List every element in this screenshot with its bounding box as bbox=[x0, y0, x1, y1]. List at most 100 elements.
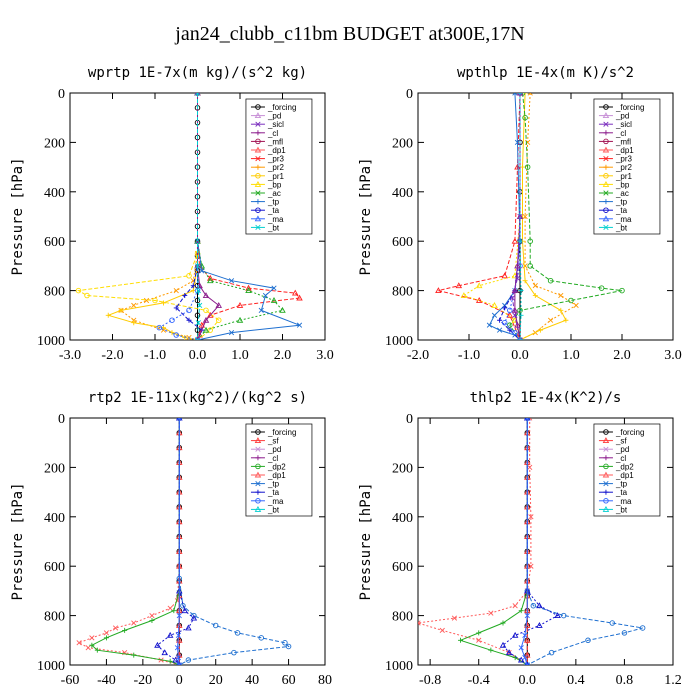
bt-point bbox=[518, 312, 524, 318]
legend-bp-point bbox=[254, 180, 262, 187]
series-line bbox=[197, 93, 201, 340]
pr1-point bbox=[105, 312, 111, 318]
bt-point bbox=[194, 337, 201, 340]
sicl-point bbox=[517, 337, 523, 340]
legend-bp-point bbox=[602, 180, 610, 187]
series-line bbox=[519, 93, 567, 340]
dp2-point bbox=[149, 618, 155, 624]
y-axis-label: Pressure [hPa] bbox=[10, 482, 26, 600]
pr3-point bbox=[501, 272, 508, 279]
y-tick-label: 1000 bbox=[385, 659, 413, 674]
dp1-point bbox=[131, 620, 137, 626]
tp-point bbox=[585, 637, 591, 644]
pr2-point bbox=[173, 287, 179, 294]
legend-box bbox=[245, 98, 313, 235]
y-tick-label: 400 bbox=[392, 511, 413, 526]
series-line bbox=[197, 93, 300, 340]
series-line bbox=[77, 418, 180, 665]
series-line bbox=[462, 93, 521, 340]
legend-bt-point bbox=[254, 505, 262, 512]
legend-label: _sf bbox=[615, 437, 627, 446]
tp-point bbox=[234, 630, 241, 636]
series-line bbox=[488, 93, 521, 340]
series-dp1 bbox=[418, 418, 534, 665]
x-tick-label: 3.0 bbox=[664, 348, 682, 363]
ma-point bbox=[176, 662, 182, 665]
legend-dp1-point bbox=[254, 471, 262, 478]
series-line bbox=[418, 418, 532, 665]
dp1-point bbox=[512, 603, 518, 609]
y-tick-label: 1000 bbox=[37, 334, 65, 349]
series-dp2 bbox=[89, 418, 182, 665]
legend-label: _ma bbox=[615, 215, 632, 224]
dp2-point bbox=[103, 635, 109, 641]
legend-label: _pr2 bbox=[267, 163, 285, 172]
legend-dp1-point bbox=[602, 471, 610, 478]
tp-point bbox=[228, 278, 235, 284]
y-axis-label: Pressure [hPa] bbox=[358, 482, 374, 600]
ma-point bbox=[518, 645, 524, 651]
pr3-point bbox=[455, 282, 463, 289]
legend-bt-point bbox=[603, 224, 609, 231]
ma-point bbox=[194, 287, 201, 294]
legend-label: _dp1 bbox=[267, 146, 286, 155]
bp-point bbox=[460, 292, 468, 298]
dp2-point bbox=[476, 630, 482, 636]
bt-point bbox=[517, 337, 523, 340]
tp-point bbox=[486, 322, 493, 328]
legend-label: _bp bbox=[615, 180, 630, 189]
y-tick-label: 800 bbox=[44, 285, 65, 300]
ta-point bbox=[177, 661, 182, 665]
ta-point bbox=[536, 602, 543, 609]
tp-point bbox=[621, 630, 628, 636]
tp-point bbox=[212, 622, 219, 629]
legend-label: _bt bbox=[267, 505, 280, 514]
series-bt bbox=[194, 93, 203, 340]
ac-point bbox=[245, 287, 252, 294]
legend-ta-point bbox=[603, 207, 609, 213]
legend-cl-point bbox=[255, 130, 261, 136]
ac-point bbox=[527, 263, 533, 269]
ma-point bbox=[174, 645, 181, 651]
ma-point bbox=[524, 612, 530, 619]
ta-point bbox=[497, 317, 503, 323]
y-tick-label: 600 bbox=[392, 235, 413, 250]
legend-ma-point bbox=[603, 498, 609, 504]
bt-point bbox=[197, 302, 203, 309]
cl-point bbox=[511, 287, 519, 294]
legend: _forcing_pd_sicl_cl_mfl_dp1_pr3_pr2_pr1_… bbox=[593, 98, 661, 235]
pr1-point bbox=[520, 164, 526, 170]
series-line bbox=[119, 93, 198, 340]
series-sicl bbox=[509, 93, 523, 340]
legend-label: _pd bbox=[267, 112, 281, 121]
tp-point bbox=[271, 285, 277, 291]
sf-point bbox=[524, 651, 531, 658]
ma-point bbox=[176, 418, 182, 421]
cl-point bbox=[202, 292, 210, 298]
legend-label: _pd bbox=[267, 445, 281, 454]
ta-point bbox=[166, 631, 174, 638]
series-cl bbox=[511, 93, 524, 340]
y-tick-label: 0 bbox=[406, 87, 413, 102]
tp-point bbox=[296, 322, 303, 328]
ac-point bbox=[598, 285, 605, 291]
legend-ac-point bbox=[603, 190, 609, 196]
pr2-point bbox=[131, 302, 137, 309]
legend-label: _bt bbox=[615, 223, 628, 232]
series-line bbox=[509, 93, 623, 340]
bp-point bbox=[491, 301, 498, 308]
series-dp1 bbox=[76, 418, 182, 665]
dp1-point bbox=[439, 627, 445, 634]
pr1-point bbox=[558, 307, 564, 313]
ma-point bbox=[156, 324, 162, 331]
legend-pd-point bbox=[603, 446, 609, 452]
y-tick-label: 400 bbox=[44, 511, 65, 526]
series-line bbox=[156, 418, 195, 665]
ta-point bbox=[511, 631, 519, 638]
x-tick-label: 60 bbox=[282, 673, 296, 688]
x-tick-label: 0.0 bbox=[519, 673, 537, 688]
tp-point bbox=[512, 93, 518, 96]
legend-cl-point bbox=[255, 455, 261, 461]
y-tick-label: 600 bbox=[44, 235, 65, 250]
legend-ma-point bbox=[602, 215, 610, 222]
